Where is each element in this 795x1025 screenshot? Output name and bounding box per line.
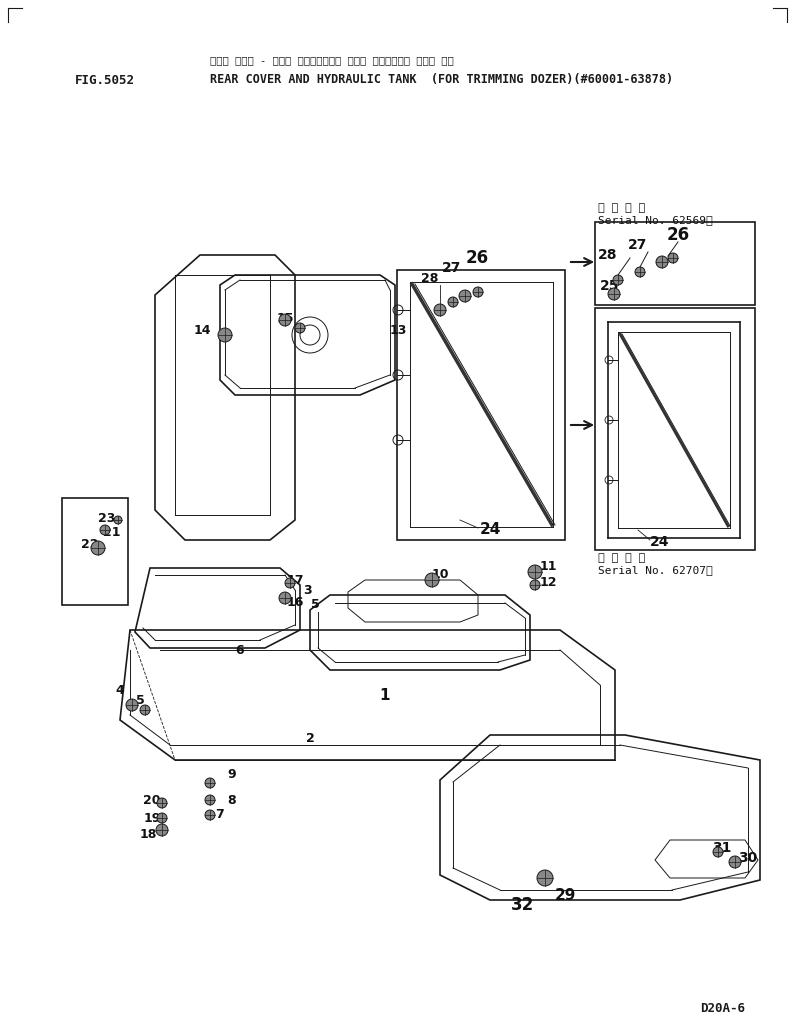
- Circle shape: [205, 795, 215, 805]
- Circle shape: [613, 275, 623, 285]
- Text: 30: 30: [739, 851, 758, 865]
- Text: Serial No. 62707～: Serial No. 62707～: [598, 565, 713, 575]
- Text: リヤー カバー - および ハイドロリック タンク （トリミング ドーザ 用）: リヤー カバー - および ハイドロリック タンク （トリミング ドーザ 用）: [210, 55, 454, 65]
- Text: 31: 31: [712, 840, 731, 855]
- Circle shape: [140, 705, 150, 715]
- Circle shape: [530, 580, 540, 590]
- Text: 20: 20: [143, 793, 161, 807]
- Text: 25: 25: [600, 279, 620, 293]
- Text: 29: 29: [554, 888, 576, 902]
- Circle shape: [205, 810, 215, 820]
- Circle shape: [100, 525, 110, 535]
- Circle shape: [448, 297, 458, 308]
- Text: 24: 24: [479, 523, 501, 537]
- Text: 13: 13: [390, 324, 407, 336]
- Text: 3: 3: [304, 583, 312, 597]
- Text: 12: 12: [539, 575, 556, 588]
- Circle shape: [114, 516, 122, 524]
- Text: 32: 32: [510, 896, 533, 914]
- Circle shape: [156, 824, 168, 836]
- Text: D20A-6: D20A-6: [700, 1001, 745, 1015]
- Text: 24: 24: [650, 535, 669, 549]
- Circle shape: [425, 573, 439, 587]
- Text: FIG.5052: FIG.5052: [75, 74, 135, 86]
- Text: 5: 5: [136, 694, 145, 706]
- Circle shape: [126, 699, 138, 711]
- Text: 19: 19: [143, 812, 161, 824]
- Circle shape: [279, 592, 291, 604]
- Text: REAR COVER AND HYDRAULIC TANK  (FOR TRIMMING DOZER)(#60001-63878): REAR COVER AND HYDRAULIC TANK (FOR TRIMM…: [210, 74, 673, 86]
- Text: 1: 1: [380, 688, 390, 702]
- Circle shape: [91, 541, 105, 555]
- Circle shape: [434, 304, 446, 316]
- Text: 23: 23: [99, 511, 116, 525]
- Text: 28: 28: [599, 248, 618, 262]
- Text: 6: 6: [235, 644, 244, 656]
- Text: 8: 8: [227, 793, 236, 807]
- Circle shape: [608, 288, 620, 300]
- Text: 22: 22: [81, 538, 99, 551]
- Circle shape: [157, 813, 167, 823]
- Text: 14: 14: [193, 324, 211, 336]
- Circle shape: [537, 870, 553, 886]
- Text: 15: 15: [276, 312, 293, 325]
- Text: 9: 9: [227, 769, 236, 781]
- Text: 28: 28: [421, 272, 439, 285]
- Text: 18: 18: [139, 828, 157, 842]
- Circle shape: [295, 323, 305, 333]
- Text: 7: 7: [215, 809, 224, 821]
- Text: 26: 26: [465, 249, 489, 266]
- Text: 適 用 号 機: 適 用 号 機: [598, 554, 646, 563]
- Text: 16: 16: [286, 596, 304, 609]
- Text: 11: 11: [539, 561, 556, 574]
- Text: 21: 21: [103, 526, 121, 538]
- Text: 5: 5: [311, 599, 320, 612]
- Circle shape: [656, 256, 668, 268]
- Circle shape: [668, 253, 678, 263]
- Text: 2: 2: [305, 732, 314, 744]
- Circle shape: [528, 565, 542, 579]
- Text: 27: 27: [442, 261, 462, 275]
- Circle shape: [729, 856, 741, 868]
- Text: 4: 4: [115, 684, 124, 697]
- Circle shape: [205, 778, 215, 788]
- Text: Serial No. 62569～: Serial No. 62569～: [598, 215, 713, 226]
- Circle shape: [459, 290, 471, 302]
- Circle shape: [635, 266, 645, 277]
- Circle shape: [218, 328, 232, 342]
- Circle shape: [157, 798, 167, 808]
- Circle shape: [279, 314, 291, 326]
- Text: 27: 27: [628, 238, 648, 252]
- Circle shape: [473, 287, 483, 297]
- Circle shape: [713, 847, 723, 857]
- Text: 17: 17: [286, 574, 304, 586]
- Text: 26: 26: [666, 226, 689, 244]
- Text: 適 用 号 機: 適 用 号 機: [598, 203, 646, 213]
- Text: 10: 10: [431, 568, 448, 580]
- Circle shape: [285, 578, 295, 588]
